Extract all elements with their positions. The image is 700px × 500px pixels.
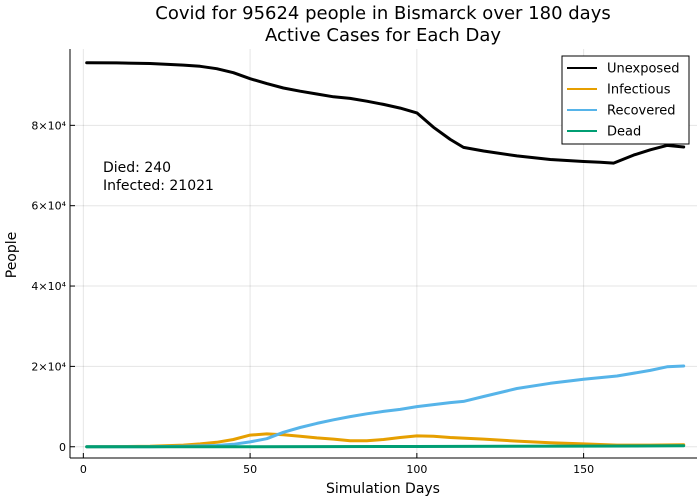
x-tick-label: 150 (573, 463, 594, 476)
series-line-recovered (85, 364, 686, 449)
axes (69, 49, 697, 459)
annotation-died: Died: 240 (103, 160, 171, 176)
legend-label-recovered: Recovered (607, 104, 676, 119)
series-line-unexposed (85, 61, 686, 165)
annotation-infected: Infected: 21021 (103, 178, 214, 194)
y-tick-label: 0 (59, 441, 66, 454)
legend-label-infectious: Infectious (607, 83, 671, 98)
x-tick-label: 50 (243, 463, 257, 476)
x-axis-label: Simulation Days (326, 481, 440, 497)
y-tick-label: 6×10⁴ (31, 200, 66, 213)
y-tick-label: 4×10⁴ (31, 280, 66, 293)
series (85, 61, 686, 449)
x-tick-label: 0 (80, 463, 87, 476)
legend-box (561, 55, 690, 145)
chart-title-line1: Covid for 95624 people in Bismarck over … (155, 3, 610, 24)
y-tick-label: 8×10⁴ (31, 119, 66, 132)
legend-label-unexposed: Unexposed (607, 62, 679, 77)
x-tick-label: 100 (406, 463, 427, 476)
y-tick-label: 2×10⁴ (31, 360, 66, 373)
chart-title-line2: Active Cases for Each Day (265, 25, 501, 46)
series-line-infectious (85, 432, 686, 449)
ticks: 0 50 100 150 0 2×10⁴ 4×10⁴ 6×10⁴ 8×10⁴ (31, 119, 594, 476)
y-axis-label: People (4, 232, 20, 279)
series-line-dead (85, 444, 686, 449)
legend-label-dead: Dead (607, 125, 641, 140)
legend: Unexposed Infectious Recovered Dead (561, 55, 690, 145)
